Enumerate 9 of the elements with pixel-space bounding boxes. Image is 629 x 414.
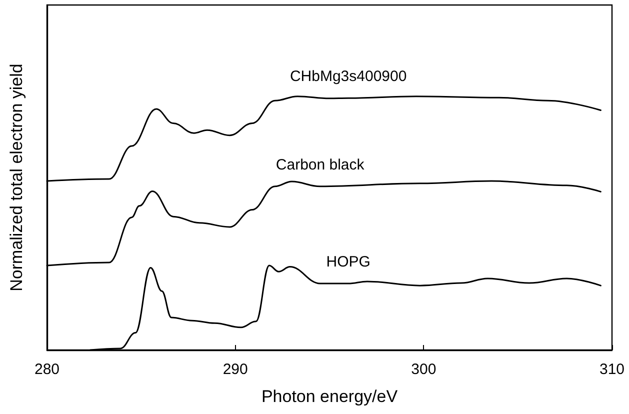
x-tick-label: 300 [411,361,436,378]
x-tick-label: 310 [599,361,625,378]
x-tick-label: 280 [34,361,60,378]
y-axis-title: Normalized total electron yield [7,64,26,292]
series-label: HOPG [326,254,370,271]
series-label: Carbon black [276,156,365,174]
series-label: CHbMg3s400900 [290,68,407,86]
x-axis-title: Photon energy/eV [261,387,398,406]
x-tick-label: 290 [222,361,248,378]
